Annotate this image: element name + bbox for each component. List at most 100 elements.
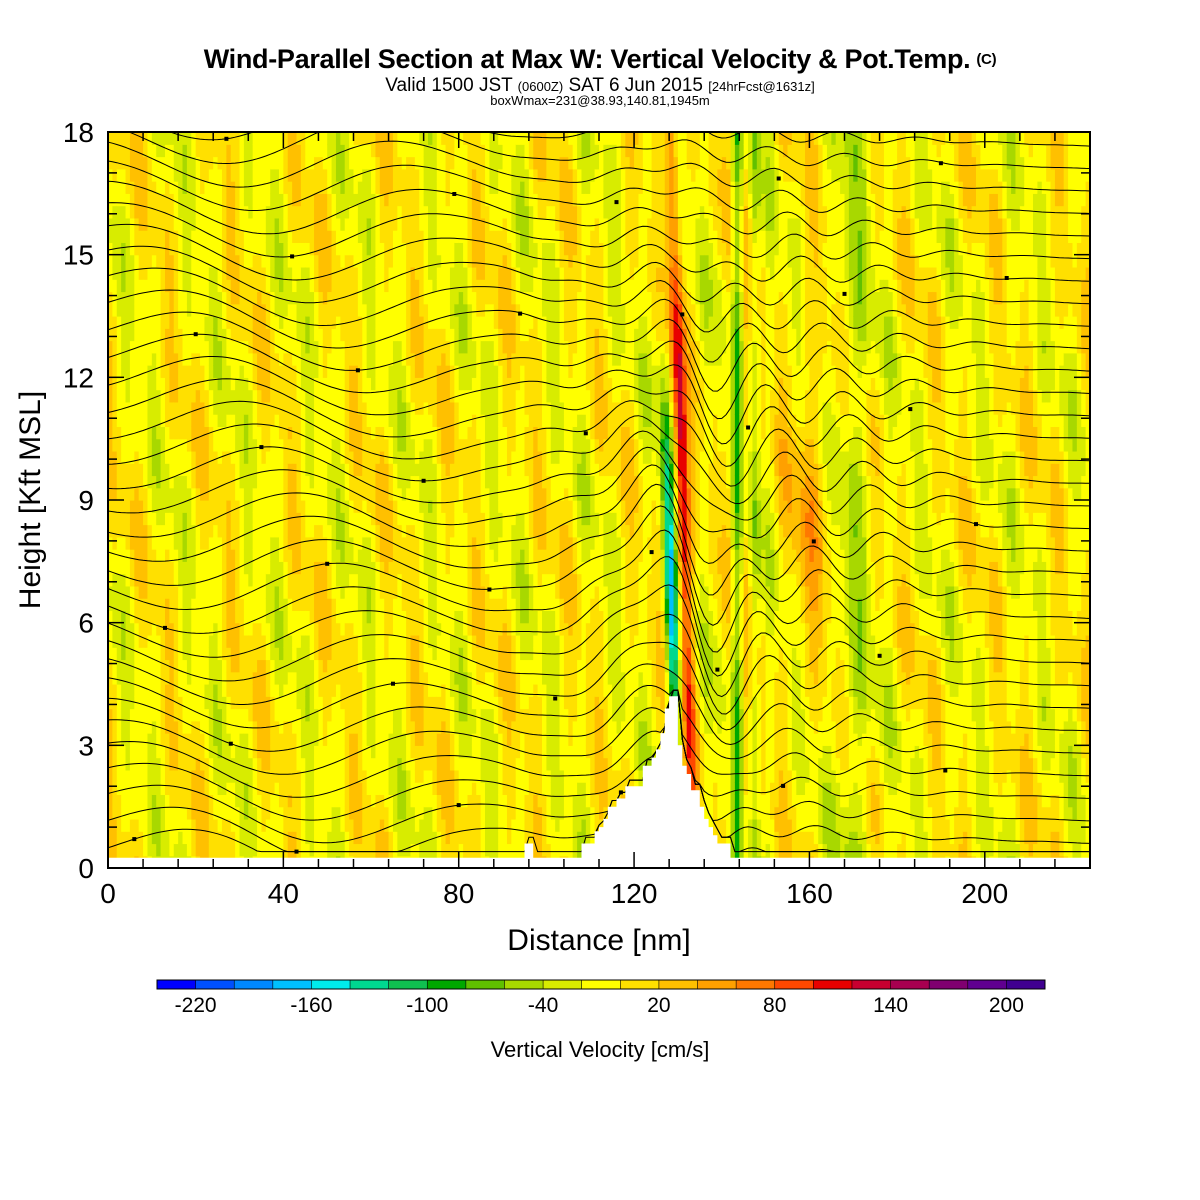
heatmap-cell [257, 500, 263, 513]
heatmap-cell [449, 389, 455, 403]
heatmap-cell [449, 401, 455, 415]
heatmap-cell [449, 450, 455, 464]
heatmap-cell [349, 573, 355, 587]
heatmap-cell [239, 291, 245, 305]
heatmap-cell [309, 696, 315, 710]
heatmap-cell [428, 389, 434, 403]
heatmap-cell [471, 818, 477, 832]
chart-subtitle: Valid 1500 JST (0600Z) SAT 6 Jun 2015 [2… [385, 75, 815, 96]
heatmap-cell [235, 708, 241, 722]
heatmap-cell [441, 144, 447, 158]
heatmap-cell [428, 401, 434, 415]
heatmap-cell [257, 450, 263, 464]
heatmap-cell [344, 193, 350, 207]
heatmap-cell [164, 450, 170, 464]
heatmap-cell [112, 659, 118, 673]
heatmap-cell [200, 684, 206, 697]
heatmap-cell [134, 168, 140, 182]
heatmap-cell [309, 757, 315, 771]
heatmap-cell [458, 659, 464, 673]
heatmap-cell [467, 634, 473, 648]
heatmap-cell [252, 438, 258, 452]
heatmap-cell [182, 561, 188, 575]
heatmap-cell [327, 745, 333, 759]
heatmap-cell [371, 659, 377, 673]
heatmap-cell [392, 549, 398, 562]
heatmap-cell [278, 450, 284, 464]
heatmap-cell [331, 438, 337, 452]
heatmap-cell [454, 794, 460, 808]
heatmap-cell [160, 585, 166, 599]
heatmap-cell [200, 291, 206, 305]
heatmap-cell [143, 696, 149, 710]
heatmap-cell [463, 843, 469, 857]
heatmap-cell [278, 181, 284, 194]
heatmap-cell [388, 266, 394, 280]
heatmap-cell [156, 512, 162, 526]
heatmap-cell [195, 217, 201, 231]
heatmap-cell [257, 708, 263, 722]
heatmap-cell [200, 622, 206, 636]
heatmap-cell [366, 659, 372, 673]
heatmap-cell [392, 561, 398, 575]
heatmap-cell [164, 671, 170, 685]
heatmap-cell [226, 438, 232, 452]
heatmap-cell [274, 193, 280, 207]
heatmap-cell [397, 500, 403, 513]
heatmap-cell [230, 217, 236, 231]
heatmap-cell [252, 328, 258, 342]
heatmap-cell [178, 401, 184, 415]
heatmap-cell [129, 610, 135, 624]
heatmap-cell [454, 426, 460, 440]
heatmap-cell [278, 647, 284, 661]
heatmap-cell [164, 352, 170, 366]
heatmap-cell [388, 659, 394, 673]
heatmap-cell [441, 475, 447, 489]
heatmap-cell [362, 782, 368, 795]
heatmap-cell [208, 843, 214, 857]
heatmap-cell [384, 696, 390, 710]
heatmap-cell [309, 745, 315, 759]
heatmap-cell [278, 806, 284, 820]
heatmap-cell [178, 217, 184, 231]
heatmap-cell [217, 205, 223, 219]
heatmap-cell [143, 610, 149, 624]
heatmap-cell [160, 536, 166, 550]
heatmap-cell [164, 389, 170, 403]
heatmap-cell [331, 450, 337, 464]
heatmap-cell [331, 168, 337, 182]
heatmap-cell [138, 806, 144, 820]
heatmap-cell [362, 708, 368, 722]
heatmap-cell [252, 426, 258, 440]
heatmap-cell [221, 487, 227, 501]
heatmap-cell [449, 475, 455, 489]
heatmap-cell [414, 622, 420, 636]
heatmap-cell [353, 549, 359, 562]
heatmap-cell [353, 561, 359, 575]
heatmap-cell [414, 659, 420, 673]
heatmap-cell [397, 831, 403, 845]
heatmap-cell [164, 463, 170, 477]
heatmap-cell [445, 205, 451, 219]
heatmap-cell [366, 132, 372, 145]
heatmap-cell [357, 266, 363, 280]
heatmap-cell [445, 156, 451, 170]
heatmap-cell [252, 536, 258, 550]
heatmap-cell [449, 573, 455, 587]
heatmap-cell [300, 561, 306, 575]
heatmap-cell [239, 144, 245, 158]
heatmap-cell [296, 549, 302, 562]
heatmap-cell [292, 414, 298, 427]
heatmap-cell [392, 659, 398, 673]
heatmap-cell [458, 266, 464, 280]
heatmap-cell [204, 745, 210, 759]
heatmap-cell [357, 561, 363, 575]
heatmap-cell [108, 242, 113, 256]
heatmap-cell [204, 291, 210, 305]
heatmap-cell [371, 684, 377, 697]
heatmap-cell [322, 438, 328, 452]
heatmap-cell [156, 733, 162, 746]
heatmap-cell [178, 205, 184, 219]
heatmap-cell [309, 598, 315, 611]
heatmap-cell [283, 634, 289, 648]
